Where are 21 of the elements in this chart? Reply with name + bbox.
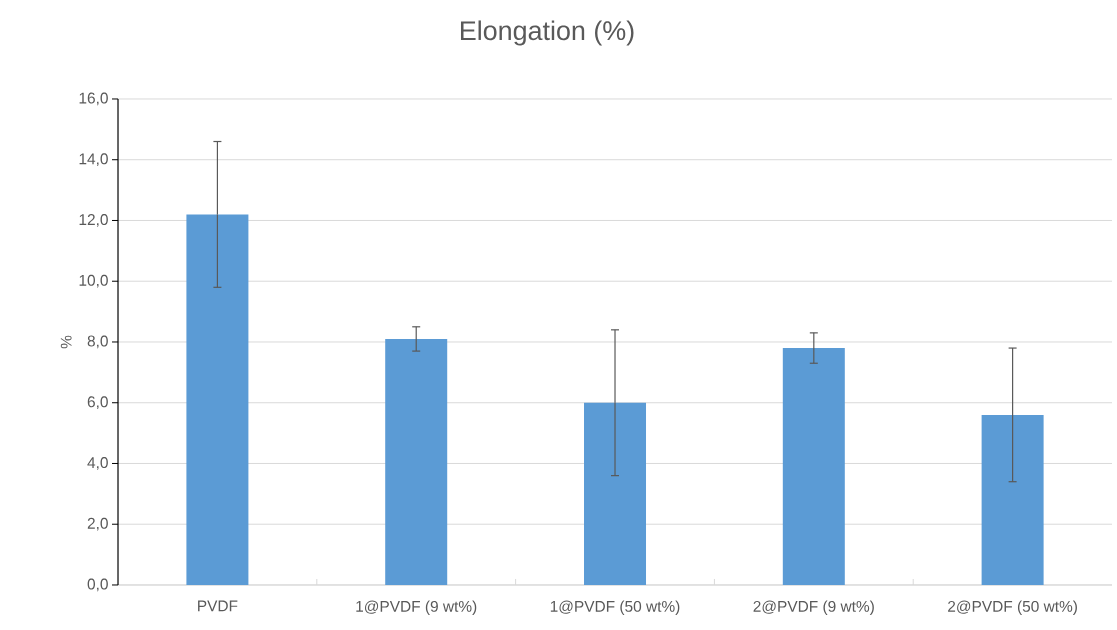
x-tick-label: 2@PVDF (50 wt%) bbox=[948, 600, 1077, 615]
y-tick-label: 6,0 bbox=[87, 396, 108, 410]
y-tick-label: 8,0 bbox=[87, 335, 108, 349]
bar bbox=[981, 414, 1044, 585]
x-tick-label: 1@PVDF (50 wt%) bbox=[550, 600, 680, 615]
x-tick-label: PVDF bbox=[198, 600, 238, 612]
bar bbox=[385, 338, 448, 585]
bar bbox=[782, 348, 845, 585]
y-axis-title: % bbox=[60, 335, 72, 349]
y-tick-label: 10,0 bbox=[79, 274, 108, 288]
y-tick-label: 16,0 bbox=[79, 92, 108, 106]
y-tick-label: 2,0 bbox=[87, 517, 108, 531]
y-tick-label: 12,0 bbox=[79, 214, 108, 227]
chart-title: Elongation (%) bbox=[460, 20, 634, 46]
y-tick-label: 4,0 bbox=[87, 457, 108, 470]
y-tick-label: 14,0 bbox=[79, 153, 108, 167]
bar bbox=[584, 402, 647, 585]
bar bbox=[186, 214, 249, 585]
x-tick-label: 1@PVDF (9 wt%) bbox=[356, 600, 477, 615]
x-tick-label: 2@PVDF (9 wt%) bbox=[753, 600, 874, 615]
y-tick-label: 0,0 bbox=[87, 578, 108, 592]
